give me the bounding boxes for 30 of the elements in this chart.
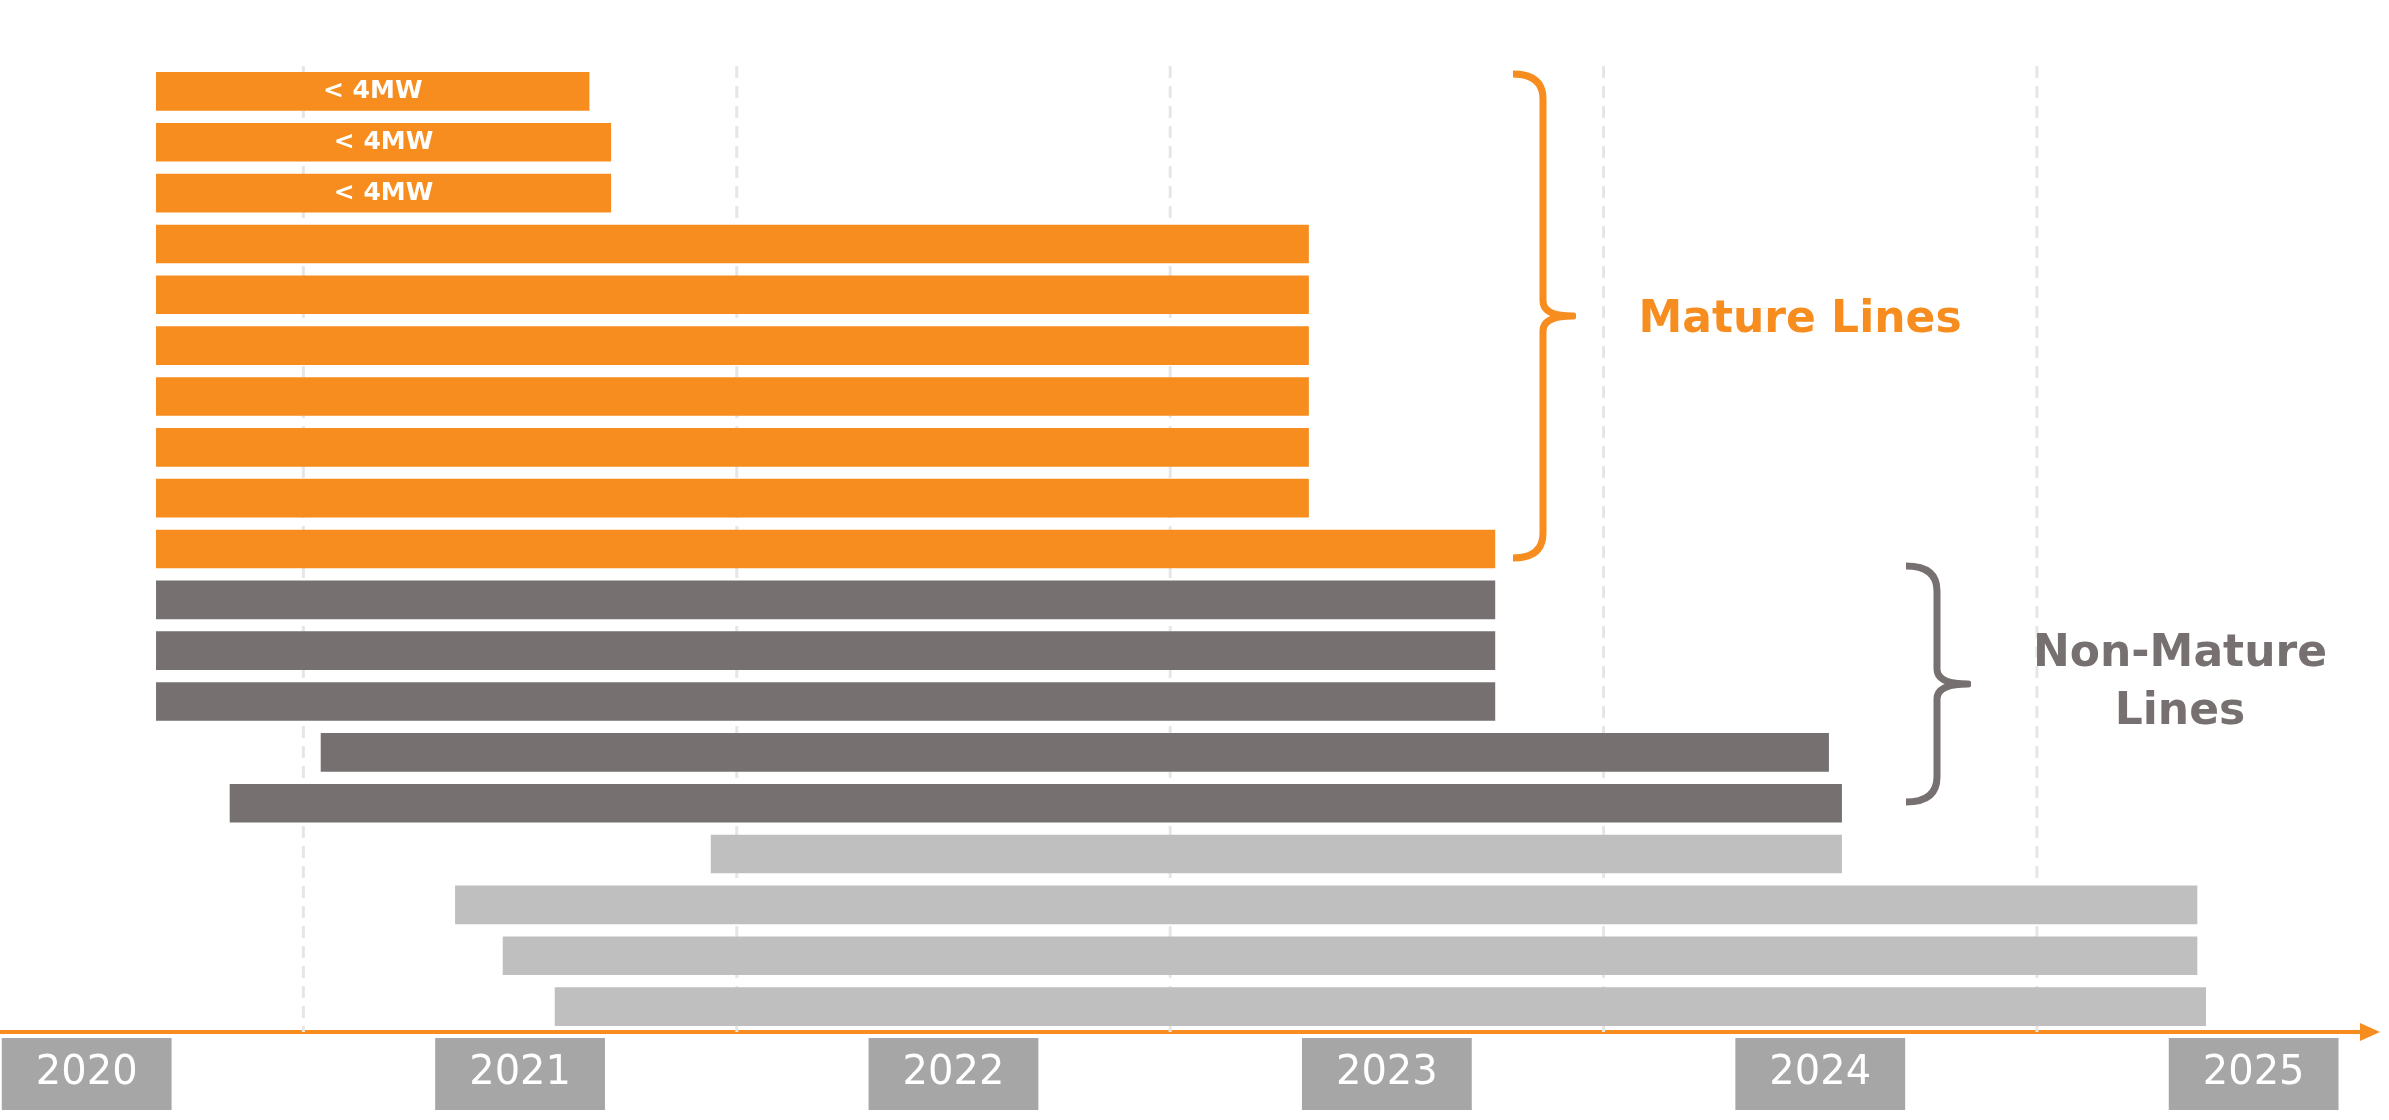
data-label: < 4MW xyxy=(322,74,423,104)
bar xyxy=(156,428,1309,467)
bar xyxy=(156,326,1309,365)
bar xyxy=(156,275,1309,315)
bar xyxy=(320,733,1829,772)
bar xyxy=(156,682,1496,721)
bar xyxy=(156,377,1309,416)
bar xyxy=(156,122,612,162)
annotation: Mature Lines xyxy=(1637,290,1963,344)
bar xyxy=(156,224,1309,264)
x-tick-label: 2023 xyxy=(1335,1047,1438,1094)
data-label: < 4MW xyxy=(333,176,434,206)
bar xyxy=(554,987,2206,1026)
x-tick-label: 2022 xyxy=(902,1047,1005,1094)
x-tick-label: 2024 xyxy=(1769,1047,1872,1094)
x-tick-label: 2020 xyxy=(35,1047,138,1094)
bar xyxy=(710,834,1842,874)
bar xyxy=(502,936,2198,976)
data-label: < 4MW xyxy=(333,125,434,155)
x-tick-label: 2021 xyxy=(469,1047,571,1094)
bar xyxy=(156,72,590,111)
bar xyxy=(156,631,1496,670)
bar xyxy=(156,580,1496,620)
bar xyxy=(229,783,1842,823)
bar xyxy=(156,529,1496,569)
bar xyxy=(156,478,1309,518)
x-tick-label: 2025 xyxy=(2202,1047,2305,1094)
annotation: Non-Mature Lines xyxy=(2032,624,2328,736)
bar xyxy=(156,173,612,213)
bar xyxy=(455,885,2198,925)
